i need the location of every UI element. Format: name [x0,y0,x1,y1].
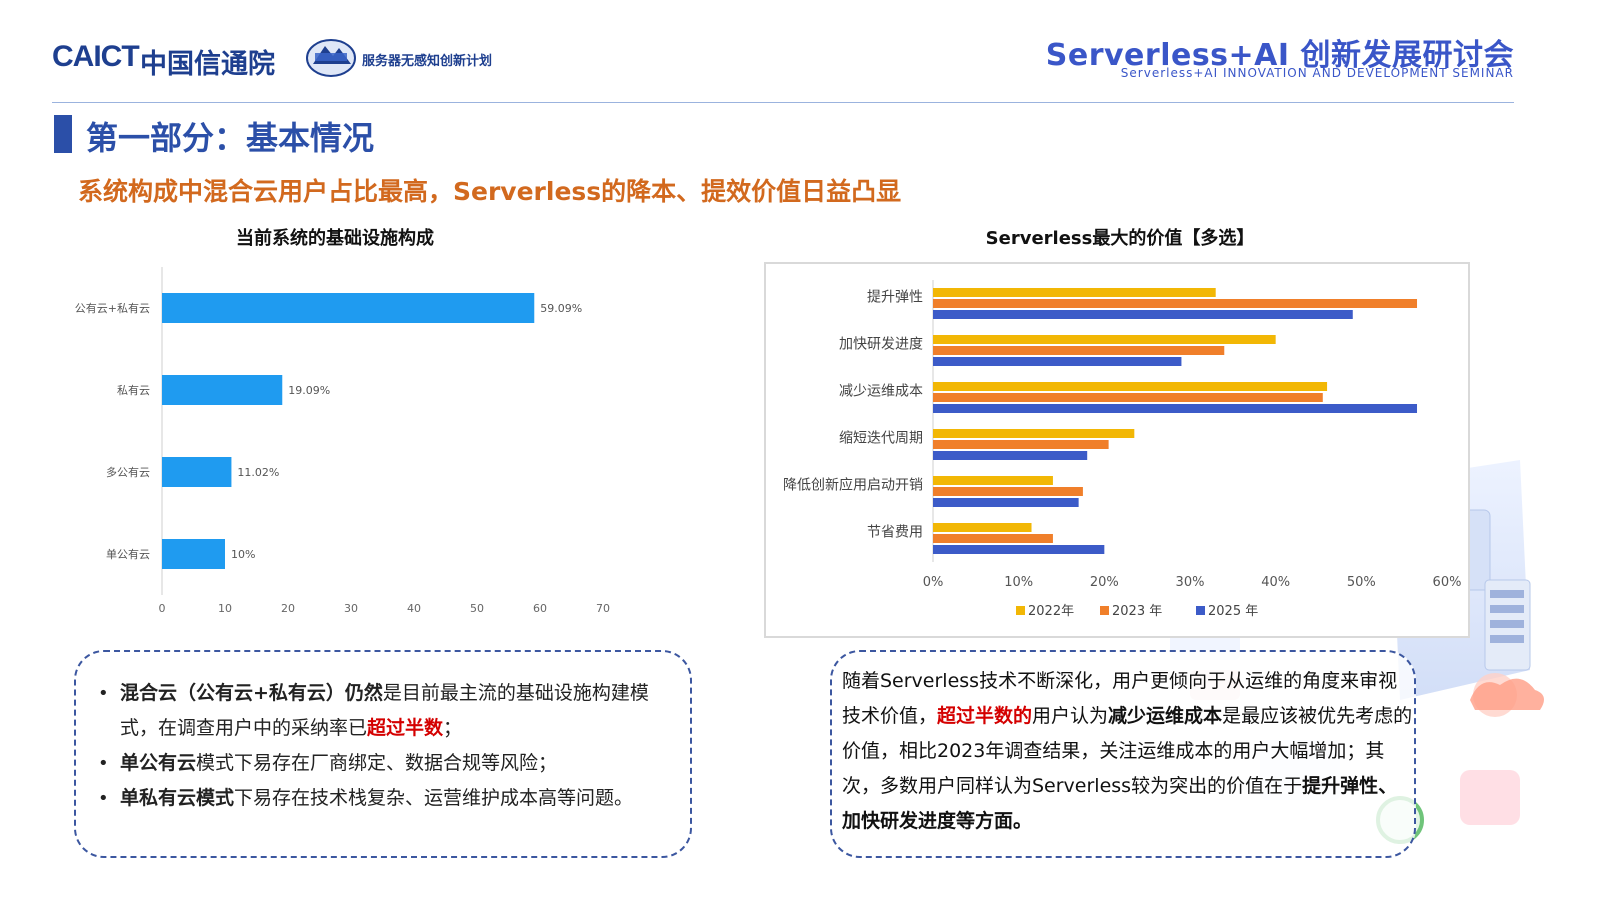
bar-1 [933,288,1216,297]
bar-1 [933,523,1032,532]
bar-2 [933,393,1323,402]
right-chart-title: Serverless最大的价值【多选】 [985,228,1255,249]
tick-label: 50% [1347,575,1376,590]
legend-swatch [1196,606,1205,615]
section-marker [54,115,72,153]
headline: 系统构成中混合云用户占比最高，Serverless的降本、提效价值日益凸显 [78,177,902,206]
infrastructure-bar-chart: 公有云+私有云 59.09% 私有云 19.09% 多公有云 11.02% 单公有云 10% 0… [75,267,610,615]
bar-3 [933,310,1353,319]
legend-label: 2025 年 [1208,604,1258,619]
bar [162,375,283,405]
tick-label: 60% [1433,575,1462,590]
bar [162,539,225,569]
data-label: 59.09% [540,302,582,315]
bullet-icon: • [98,683,109,704]
tick-label: 50 [470,602,484,615]
tick-label: 30% [1176,575,1205,590]
section-title: 第一部分：基本情况 [86,119,375,157]
infrastructure-notes-box: • 混合云（公有云+私有云）仍然是目前最主流的基础设施构建模式，在调查用户中的采… [74,650,692,858]
legend-label: 2022年 [1028,604,1074,619]
tick-label: 40 [407,602,421,615]
note-text: 模式下易存在厂商绑定、数据合规等风险； [196,752,558,774]
tick-label: 60 [533,602,547,615]
category-label: 多公有云 [106,465,150,479]
bar-3 [933,545,1105,554]
bar-1 [933,335,1276,344]
category-label: 单公有云 [106,547,150,561]
tick-label: 10 [218,602,232,615]
value-notes-box: 随着Serverless技术不断深化，用户更倾向于从运维的角度来审视技术价值，超… [830,650,1416,858]
tick-label: 10% [1004,575,1033,590]
tick-label: 20% [1090,575,1119,590]
category-label: 公有云+私有云 [75,301,150,315]
data-label: 19.09% [288,384,330,397]
category-label: 节省费用 [867,525,923,541]
legend-swatch [1016,606,1025,615]
bar-1 [933,476,1053,485]
seminar-title: Serverless+AI 创新发展研讨会 [1045,38,1514,73]
category-label: 加快研发进度 [839,337,923,353]
bar-1 [933,429,1135,438]
left-chart-title: 当前系统的基础设施构成 [236,228,434,249]
bar [162,293,535,323]
category-label: 私有云 [117,383,150,397]
note-text: ； [443,717,463,739]
note-item: • 单公有云模式下易存在厂商绑定、数据合规等风险； [98,746,680,781]
caict-name: 中国信通院 [140,49,275,80]
summary-highlight: 超过半数的 [937,705,1033,727]
data-label: 11.02% [237,466,279,479]
summary-bold: 提升弹性、加快研发进度等方面。 [842,775,1398,832]
data-label: 10% [231,548,255,561]
caict-logo: CAICT [52,40,140,73]
category-label: 缩短迭代周期 [839,431,923,447]
bar [162,457,232,487]
bullet-icon: • [98,788,109,809]
summary-bold: 减少运维成本 [1108,705,1223,727]
bar-2 [933,299,1418,308]
note-highlight: 超过半数 [367,717,444,739]
summary-text: 随着Serverless技术不断深化，用户更倾向于从运维的角度来审视技术价值， [842,670,1398,727]
note-bold: 单私有云模式 [120,787,235,809]
bar-1 [933,382,1328,391]
bullet-icon: • [98,753,109,774]
bar-2 [933,487,1083,496]
value-summary: 随着Serverless技术不断深化，用户更倾向于从运维的角度来审视技术价值，超… [842,664,1414,839]
tick-label: 70 [596,602,610,615]
bar-2 [933,440,1109,449]
summary-text: 用户认为 [1032,705,1109,727]
tick-label: 0% [923,575,944,590]
note-text: 下易存在技术栈复杂、运营维护成本高等问题。 [234,787,634,809]
note-text: 是目前最主流的基础设施构建模式，在调查用户中的采纳率已 [120,682,649,739]
bar-2 [933,534,1053,543]
bar-3 [933,451,1088,460]
bar-3 [933,498,1079,507]
category-label: 降低创新应用启动开销 [783,477,923,494]
legend-swatch [1100,606,1109,615]
category-label: 减少运维成本 [839,384,923,400]
tick-label: 40% [1261,575,1290,590]
note-bold: 混合云（公有云+私有云）仍然 [120,682,383,704]
plan-emblem-icon [306,39,356,77]
note-item: • 单私有云模式下易存在技术栈复杂、运营维护成本高等问题。 [98,781,680,816]
header-divider [52,102,1514,103]
summary-text: 是最应该被优先考虑的价值，相比2023年调查结果，关注运维成本的用户大幅增加；其… [842,705,1413,797]
plan-name: 服务器无感知创新计划 [362,54,493,69]
note-item: • 混合云（公有云+私有云）仍然是目前最主流的基础设施构建模式，在调查用户中的采… [98,676,680,746]
value-chart-frame [764,262,1470,638]
category-label: 提升弹性 [867,290,923,306]
seminar-subtitle: Serverless+AI INNOVATION AND DEVELOPMENT… [1120,66,1514,80]
tick-label: 30 [344,602,358,615]
tick-label: 0 [159,602,166,615]
bar-3 [933,404,1418,413]
tick-label: 20 [281,602,295,615]
bar-2 [933,346,1225,355]
note-bold: 单公有云 [120,752,197,774]
legend-label: 2023 年 [1112,604,1162,619]
bar-3 [933,357,1182,366]
